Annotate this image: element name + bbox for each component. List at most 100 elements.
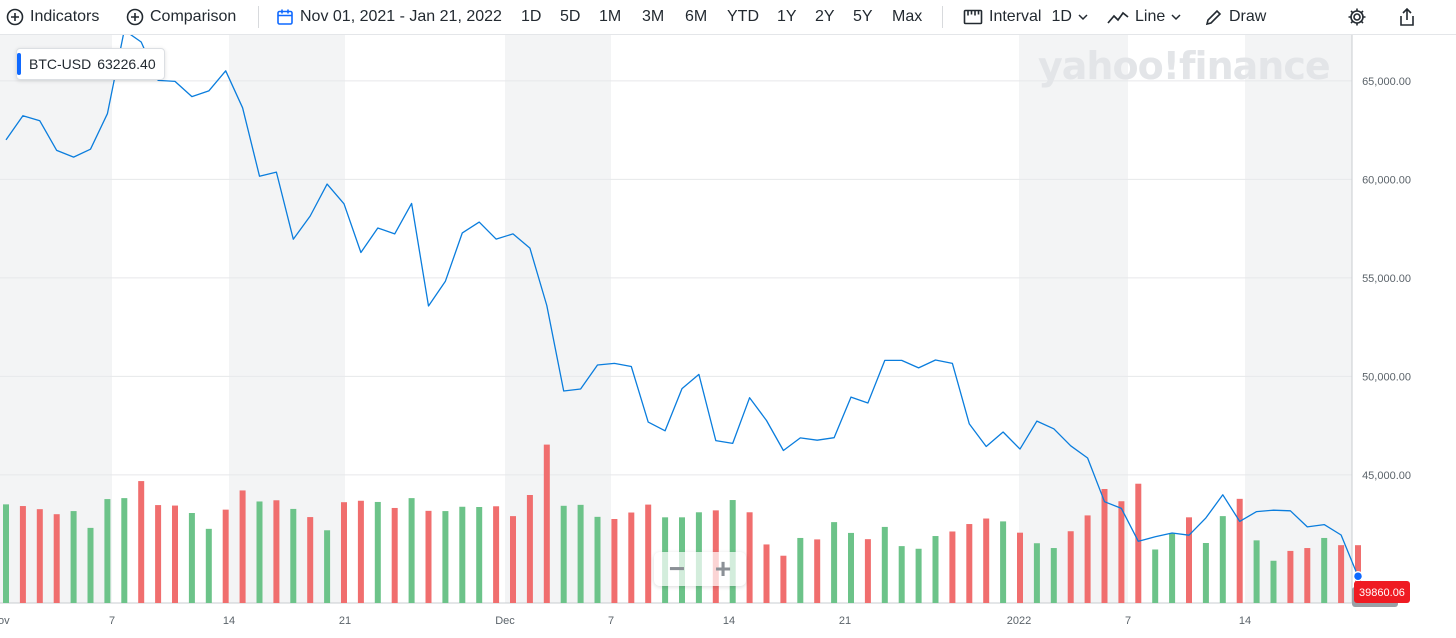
pencil-icon bbox=[1205, 8, 1223, 26]
comparison-button[interactable]: Comparison bbox=[126, 0, 236, 34]
volume-bar bbox=[256, 501, 263, 603]
range-2y[interactable]: 2Y bbox=[815, 8, 835, 25]
chevron-down-icon bbox=[1171, 13, 1181, 21]
y-tick-label: 60,000.00 bbox=[1362, 174, 1411, 186]
range-max[interactable]: Max bbox=[892, 8, 923, 25]
series-value: 63226.40 bbox=[97, 56, 156, 72]
x-tick-label: 14 bbox=[223, 615, 235, 627]
volume-bar bbox=[391, 507, 398, 603]
volume-bar bbox=[864, 539, 871, 603]
y-tick-label: 45,000.00 bbox=[1362, 470, 1411, 482]
volume-bar bbox=[1321, 537, 1328, 603]
volume-bar bbox=[374, 501, 381, 603]
volume-bar bbox=[476, 507, 483, 603]
x-tick-label: 7 bbox=[608, 615, 614, 627]
calendar-icon bbox=[276, 8, 294, 26]
volume-bar bbox=[915, 548, 922, 603]
volume-bar bbox=[814, 539, 821, 603]
volume-bar bbox=[222, 509, 229, 603]
indicators-label: Indicators bbox=[30, 8, 100, 25]
indicators-button[interactable]: Indicators bbox=[6, 0, 99, 34]
x-tick-label: 14 bbox=[723, 615, 735, 627]
volume-bar bbox=[36, 509, 43, 603]
volume-bar bbox=[19, 506, 26, 603]
date-range-button[interactable]: Nov 01, 2021 - Jan 21, 2022 bbox=[276, 0, 502, 34]
price-badge-bg bbox=[1354, 581, 1410, 603]
volume-bar bbox=[324, 530, 331, 603]
volume-bar bbox=[983, 518, 990, 603]
week-band bbox=[505, 35, 611, 603]
draw-button[interactable]: Draw bbox=[1205, 0, 1266, 34]
volume-bar bbox=[594, 516, 601, 603]
x-tick-label: 2022 bbox=[1007, 615, 1031, 627]
volume-bar bbox=[155, 505, 162, 603]
volume-bar bbox=[172, 505, 178, 603]
chart-type-label: Line bbox=[1135, 8, 1166, 25]
volume-bar bbox=[1236, 498, 1243, 603]
range-ytd[interactable]: YTD bbox=[727, 8, 759, 25]
volume-bar bbox=[121, 498, 128, 603]
volume-bar bbox=[1084, 515, 1091, 603]
x-tick-label: 21 bbox=[339, 615, 351, 627]
volume-bar bbox=[848, 532, 854, 603]
volume-bar bbox=[1118, 501, 1125, 603]
volume-bar bbox=[104, 499, 111, 603]
volume-bar bbox=[628, 512, 635, 603]
y-tick-label: 55,000.00 bbox=[1362, 273, 1411, 285]
week-band bbox=[0, 35, 112, 603]
price-chart[interactable]: ov 7 14 21 Dec 7 14 21 2022 7 14 45,000.00 50,000.0… bbox=[0, 35, 1456, 638]
y-tick-label: 50,000.00 bbox=[1362, 371, 1411, 383]
toolbar-divider bbox=[942, 6, 943, 28]
volume-bar bbox=[1000, 521, 1007, 603]
price-series-line bbox=[5, 35, 1359, 577]
zoom-out-button[interactable]: − bbox=[668, 553, 686, 584]
volume-bar bbox=[881, 526, 888, 603]
volume-bar bbox=[966, 524, 973, 603]
volume-bar bbox=[1186, 517, 1192, 603]
yahoo-finance-watermark: yahoo!finance bbox=[1038, 44, 1331, 88]
share-button[interactable] bbox=[1398, 0, 1416, 34]
volume-bar bbox=[205, 528, 212, 603]
volume-bar bbox=[729, 500, 736, 603]
range-1y[interactable]: 1Y bbox=[777, 8, 797, 25]
chart-type-dropdown[interactable]: Line bbox=[1107, 0, 1181, 34]
zoom-controls: − + bbox=[654, 552, 746, 586]
volume-bar bbox=[645, 504, 652, 603]
settings-button[interactable] bbox=[1347, 0, 1367, 34]
range-1d[interactable]: 1D bbox=[521, 8, 542, 25]
range-1m[interactable]: 1M bbox=[599, 8, 622, 25]
series-color-marker bbox=[17, 53, 21, 75]
range-6m[interactable]: 6M bbox=[685, 8, 708, 25]
volume-bar bbox=[746, 512, 753, 603]
volume-bar bbox=[1033, 543, 1040, 603]
share-icon bbox=[1398, 7, 1416, 27]
ruler-icon bbox=[963, 8, 983, 26]
x-tick-label: ov bbox=[0, 615, 10, 627]
volume-bar bbox=[459, 506, 466, 603]
volume-bar bbox=[70, 511, 77, 603]
x-tick-label: Dec bbox=[495, 615, 515, 627]
volume-bar bbox=[1253, 540, 1260, 603]
volume-bar bbox=[763, 544, 770, 603]
volume-bar bbox=[510, 516, 516, 603]
volume-bar bbox=[932, 536, 939, 603]
zoom-in-button[interactable]: + bbox=[714, 553, 732, 584]
draw-label: Draw bbox=[1229, 8, 1267, 25]
volume-bar bbox=[526, 495, 533, 603]
comparison-label: Comparison bbox=[150, 8, 237, 25]
chevron-down-icon bbox=[1078, 13, 1088, 21]
volume-bar bbox=[87, 527, 94, 603]
interval-dropdown[interactable]: Interval 1D bbox=[963, 0, 1088, 34]
range-5d[interactable]: 5D bbox=[560, 8, 581, 25]
x-tick-label: 21 bbox=[839, 615, 851, 627]
date-range-label: Nov 01, 2021 - Jan 21, 2022 bbox=[300, 8, 502, 25]
range-5y[interactable]: 5Y bbox=[853, 8, 873, 25]
volume-bar bbox=[1219, 516, 1226, 603]
range-3m[interactable]: 3M bbox=[642, 8, 665, 25]
volume-bar bbox=[1101, 489, 1108, 603]
toolbar-divider-line bbox=[0, 34, 1456, 35]
week-band bbox=[1245, 35, 1352, 603]
volume-bar bbox=[1017, 532, 1023, 603]
series-legend[interactable]: BTC-USD 63226.40 bbox=[16, 48, 165, 80]
volume-bar bbox=[831, 522, 838, 603]
